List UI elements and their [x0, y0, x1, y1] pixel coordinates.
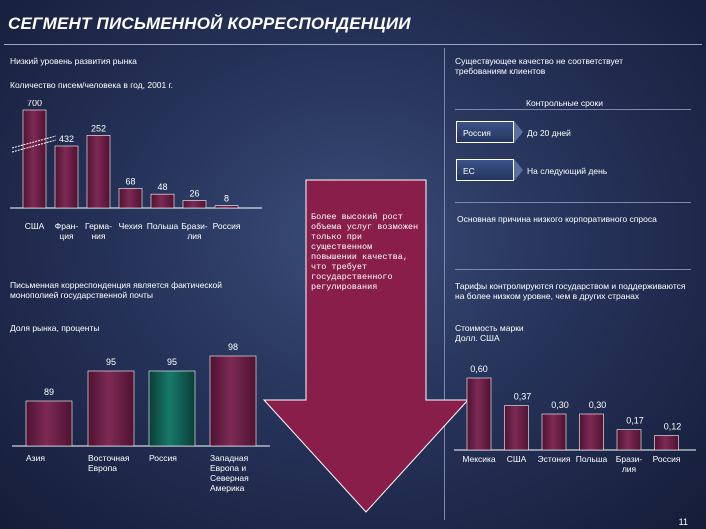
stamp-bar — [579, 413, 604, 451]
stamp-value-label: 0,30 — [589, 400, 607, 410]
share-category-label: Западная Европа и Северная Америка — [210, 453, 249, 493]
share-chart-subtitle: Доля рынка, проценты — [10, 323, 100, 333]
axis-break-mark — [11, 135, 57, 149]
letters-category-label: Фран-ция — [55, 221, 79, 241]
column-divider — [444, 48, 445, 520]
letters-bar — [182, 200, 207, 209]
letters-value-label: 252 — [91, 123, 106, 133]
letters-value-label: 700 — [27, 100, 42, 108]
share-category-label: Азия — [26, 453, 45, 463]
deadlines-divider — [455, 109, 691, 110]
stamp-bar — [616, 429, 642, 451]
stamp-value-label: 0,60 — [470, 364, 488, 374]
stamp-category-label: Брази-лия — [616, 454, 643, 474]
callout-arrow — [262, 179, 470, 513]
stamp-value-label: 0,12 — [664, 422, 682, 432]
letters-value-label: 26 — [189, 189, 199, 199]
right-divider-1 — [455, 202, 691, 203]
letters-bar — [54, 145, 79, 209]
stamp-bar — [654, 435, 679, 451]
stamp-value-label: 0,17 — [626, 416, 644, 426]
page-number: 11 — [678, 517, 688, 527]
letters-bar — [22, 109, 47, 209]
stamp-category-label: Россия — [653, 454, 681, 464]
stamp-cost-chart: 0,60 Мексика 0,37 США 0,30 Эстония 0,30 Польша 0… — [454, 364, 696, 474]
stamp-category-label: Мексика — [462, 454, 496, 464]
stamp-category-label: Польша — [576, 454, 608, 464]
corporate-demand-reason: Основная причина низкого корпоративного … — [457, 214, 657, 224]
left-top-heading: Низкий уровень развития рынка — [10, 56, 137, 66]
letters-value-label: 432 — [59, 134, 74, 144]
stamp-chart-subtitle-2: Долл. США — [455, 333, 500, 343]
share-value-label: 98 — [228, 342, 238, 352]
letters-bar — [150, 193, 175, 209]
stamp-bar — [466, 377, 492, 451]
deadline-eu-value: На следующий день — [527, 166, 608, 176]
stamp-bar — [541, 413, 567, 451]
stamp-category-label: Эстония — [538, 454, 571, 464]
share-category-label: Россия — [149, 453, 177, 463]
page-title: СЕГМЕНТ ПИСЬМЕННОЙ КОРРЕСПОНДЕНЦИИ — [8, 14, 411, 33]
stamp-chart-subtitle-1: Стоимость марки — [455, 323, 524, 333]
stamp-bar — [504, 405, 529, 451]
deadline-eu-arrow — [514, 159, 523, 181]
letters-category-label: Польша — [147, 221, 179, 231]
letters-chart: 700 США 432 Фран-ция 252 Герма-ния 68 Чехия 48 По… — [10, 100, 262, 241]
letters-chart-subtitle: Количество писем/человека в год, 2001 г. — [10, 80, 174, 90]
letters-category-label: Герма-ния — [85, 221, 112, 241]
axis-break-mark — [11, 139, 57, 153]
stamp-value-label: 0,37 — [514, 392, 532, 402]
letters-bar — [214, 205, 239, 209]
letters-value-label: 68 — [125, 176, 135, 186]
deadlines-label: Контрольные сроки — [526, 98, 603, 108]
deadline-russia-arrow — [514, 121, 523, 143]
right-top-heading: Существующее качество не соответствует т… — [455, 56, 623, 76]
letters-bar — [86, 135, 111, 209]
deadline-russia-pill: Россия — [456, 121, 514, 143]
stamp-category-label: США — [507, 454, 527, 464]
letters-category-label: США — [25, 221, 45, 231]
letters-bar — [118, 188, 143, 209]
letters-value-label: 8 — [224, 194, 229, 204]
callout-text: Более высокий рост объема услуг возможен… — [311, 212, 419, 292]
share-value-label: 89 — [44, 387, 54, 397]
tariffs-text: Тарифы контролируются государством и под… — [455, 281, 686, 301]
deadline-eu-pill: ЕС — [456, 159, 514, 181]
share-value-label: 95 — [167, 357, 177, 367]
share-bar — [25, 400, 73, 447]
right-divider-2 — [455, 269, 691, 270]
share-bar — [209, 355, 257, 447]
share-category-label: Восточная Европа — [88, 453, 130, 473]
monopoly-text: Письменная корреспонденция является факт… — [10, 280, 222, 300]
market-share-chart: 89 Азия 95 Восточная Европа 95 Россия 98 Западна… — [12, 342, 270, 493]
letters-category-label: Россия — [213, 221, 241, 231]
letters-category-label: Чехия — [119, 221, 143, 231]
stamp-value-label: 0,30 — [551, 400, 569, 410]
title-divider — [4, 44, 702, 45]
share-value-label: 95 — [106, 357, 116, 367]
deadline-russia-value: До 20 дней — [527, 128, 571, 138]
share-bar — [148, 370, 196, 447]
share-bar — [87, 370, 135, 447]
letters-value-label: 48 — [157, 182, 167, 192]
letters-category-label: Брази-лия — [181, 221, 208, 241]
